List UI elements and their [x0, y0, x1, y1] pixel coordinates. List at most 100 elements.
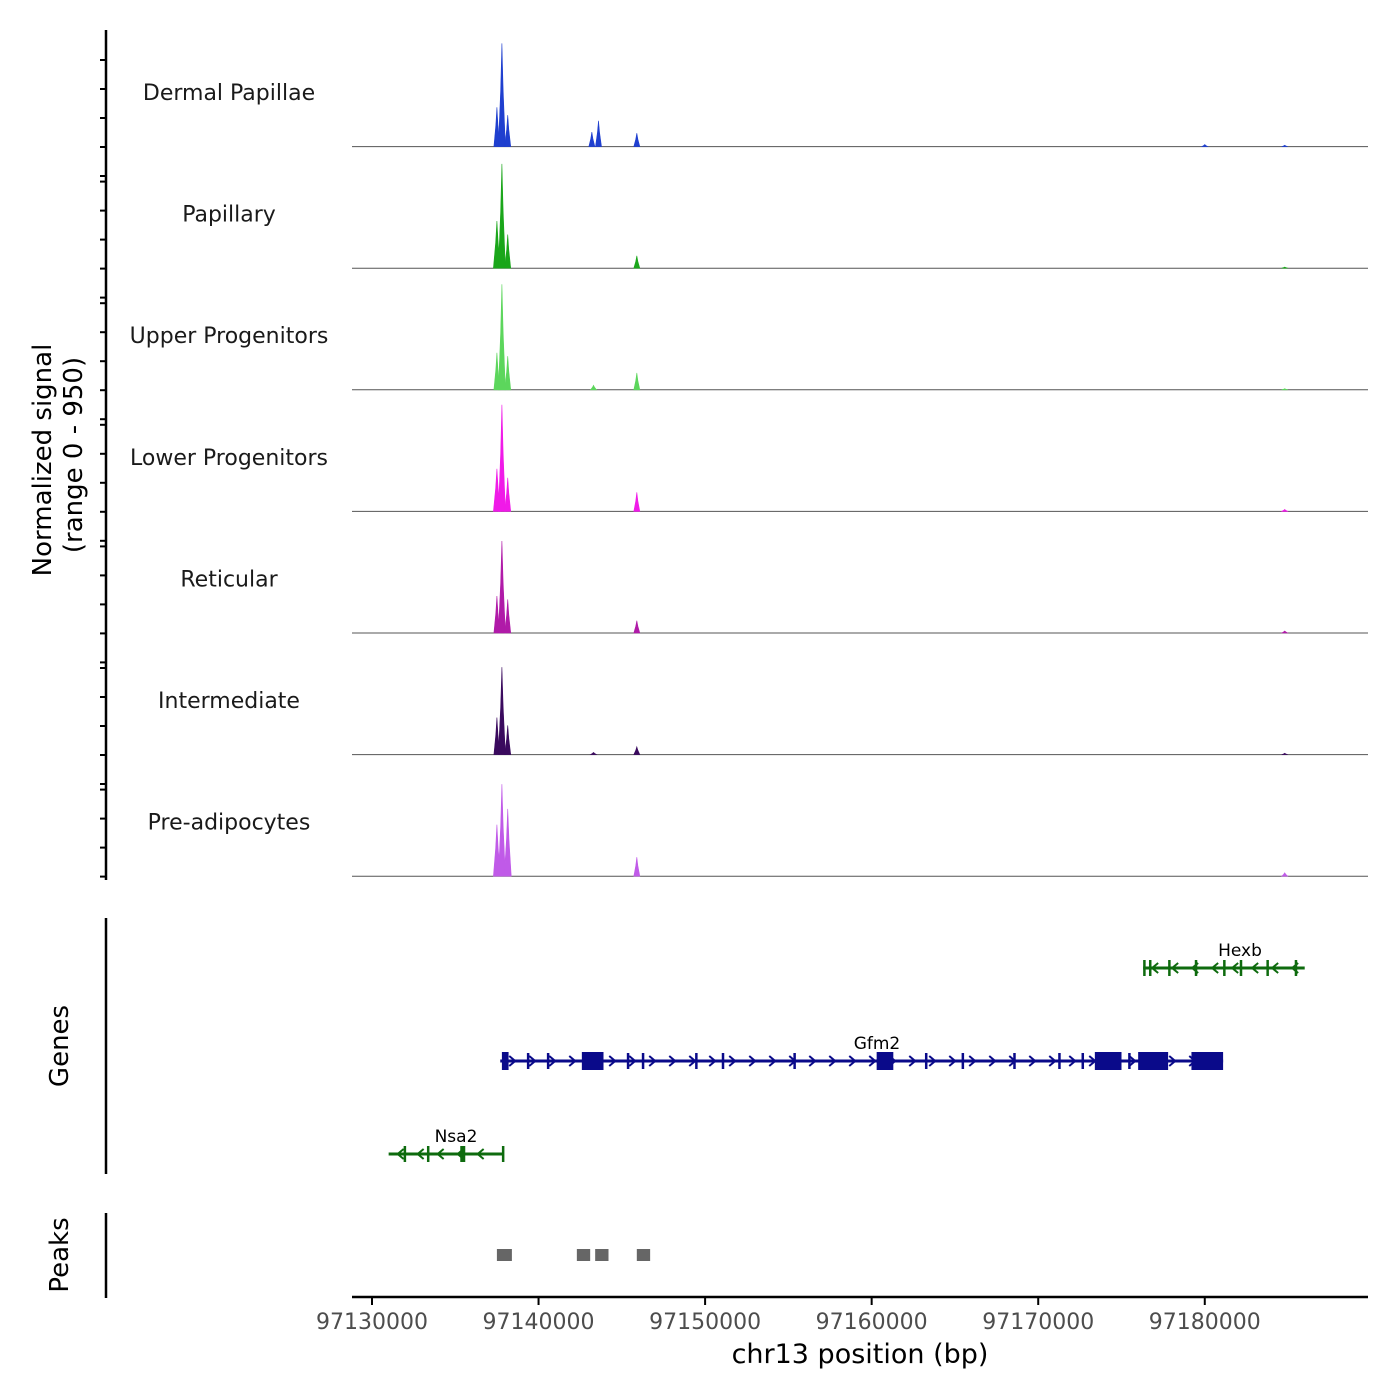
peak-region — [576, 1249, 591, 1261]
exon — [1266, 960, 1269, 976]
exon — [793, 1053, 796, 1069]
peaks-track-label: Peaks — [45, 1217, 75, 1292]
x-axis: 97130000 97140000 97150000 97160000 97170000… — [316, 1295, 1368, 1335]
coverage-panel: Papillary — [182, 163, 1368, 269]
signal-peak — [504, 356, 512, 391]
signal-peak — [633, 255, 641, 269]
strand-arrow — [708, 1055, 717, 1067]
track-label: Pre-adipocytes — [148, 811, 311, 836]
strand-arrow — [648, 1055, 657, 1067]
exon — [501, 1146, 505, 1162]
signal-peak — [498, 43, 506, 147]
exon — [626, 1053, 630, 1069]
signal-peak — [633, 492, 641, 512]
signal-peak — [595, 120, 602, 147]
exon — [1081, 1053, 1085, 1069]
strand-arrow — [1150, 962, 1159, 974]
x-tick-label: 97140000 — [483, 1310, 595, 1335]
exon — [1194, 960, 1198, 976]
peak-region — [496, 1249, 512, 1261]
exon — [1058, 1053, 1061, 1069]
signal-peak — [589, 384, 598, 391]
strand-arrow — [668, 1055, 677, 1067]
x-tick-label: 97180000 — [1149, 1310, 1261, 1335]
strand-arrow — [1210, 962, 1219, 974]
exon — [1143, 960, 1146, 976]
strand-arrow — [988, 1055, 997, 1067]
strand-arrow — [508, 1055, 517, 1067]
strand-arrow — [908, 1055, 917, 1067]
strand-arrow — [416, 1148, 425, 1160]
x-tick-label: 97130000 — [316, 1310, 428, 1335]
x-axis-title: chr13 position (bp) — [732, 1339, 989, 1370]
gene-name: Gfm2 — [854, 1034, 901, 1054]
strand-arrow — [968, 1055, 977, 1067]
track-label: Reticular — [180, 567, 278, 592]
signal-peak — [633, 745, 641, 755]
exon — [1168, 960, 1171, 976]
gene: Hexb — [1143, 941, 1305, 976]
strand-arrow — [568, 1055, 577, 1067]
track-label: Intermediate — [158, 689, 300, 714]
track-label: Lower Progenitors — [130, 446, 328, 471]
strand-arrow — [1068, 1055, 1077, 1067]
strand-arrow — [396, 1148, 405, 1160]
gene: Gfm2 — [500, 1034, 1224, 1070]
y-axis-label-line1: Normalized signal — [28, 344, 58, 577]
peak-track — [104, 1213, 651, 1298]
coverage-panel: Reticular — [180, 540, 1368, 634]
exon — [460, 1146, 466, 1162]
peak-region — [595, 1249, 609, 1261]
exon — [501, 1052, 509, 1070]
track-label: Dermal Papillae — [143, 81, 315, 106]
strand-arrow — [1128, 1055, 1137, 1067]
signal-peak — [1280, 872, 1289, 877]
signal-peak — [503, 808, 512, 877]
peak-region — [636, 1249, 651, 1261]
exon — [695, 1053, 698, 1069]
signal-peak — [633, 620, 641, 634]
exon — [526, 1053, 530, 1069]
strand-arrow — [828, 1055, 837, 1067]
exon — [1138, 1052, 1169, 1070]
genes-track-label: Genes — [45, 1005, 75, 1087]
gene-name: Hexb — [1218, 941, 1262, 961]
strand-arrow — [728, 1055, 737, 1067]
coverage-panel: Intermediate — [158, 667, 1368, 756]
strand-arrow — [1170, 962, 1179, 974]
signal-peak — [1281, 388, 1288, 391]
exon — [876, 1052, 894, 1070]
exon — [924, 1053, 928, 1069]
signal-peak — [498, 784, 506, 877]
signal-peak — [1281, 752, 1288, 755]
strand-arrow — [1028, 1055, 1037, 1067]
exon — [1013, 1053, 1016, 1069]
signal-peak — [498, 163, 506, 269]
signal-peak — [1281, 144, 1288, 147]
strand-arrow — [928, 1055, 937, 1067]
signal-peak — [498, 284, 506, 391]
signal-peak — [1280, 630, 1289, 634]
signal-peak — [588, 131, 596, 147]
coverage-panels: Dermal Papillae Papillary Upper Progenitor… — [100, 30, 1368, 880]
coverage-panel: Pre-adipocytes — [148, 784, 1368, 877]
exon — [641, 1053, 645, 1069]
signal-peak — [504, 725, 512, 755]
x-tick-label: 97170000 — [982, 1310, 1094, 1335]
coverage-panel: Upper Progenitors — [130, 284, 1368, 391]
exon — [403, 1146, 407, 1162]
coverage-panel: Dermal Papillae — [143, 43, 1368, 148]
strand-arrow — [1230, 962, 1239, 974]
y-axis-label-line2: (range 0 - 950) — [59, 357, 89, 553]
exon — [426, 1146, 430, 1162]
strand-arrow — [1250, 962, 1259, 974]
exon — [581, 1052, 604, 1070]
signal-peak — [504, 234, 512, 269]
signal-peak — [589, 751, 598, 755]
signal-peak — [633, 133, 641, 147]
signal-peak — [498, 540, 506, 634]
gene-name: Nsa2 — [435, 1127, 478, 1147]
strand-arrow — [868, 1055, 877, 1067]
